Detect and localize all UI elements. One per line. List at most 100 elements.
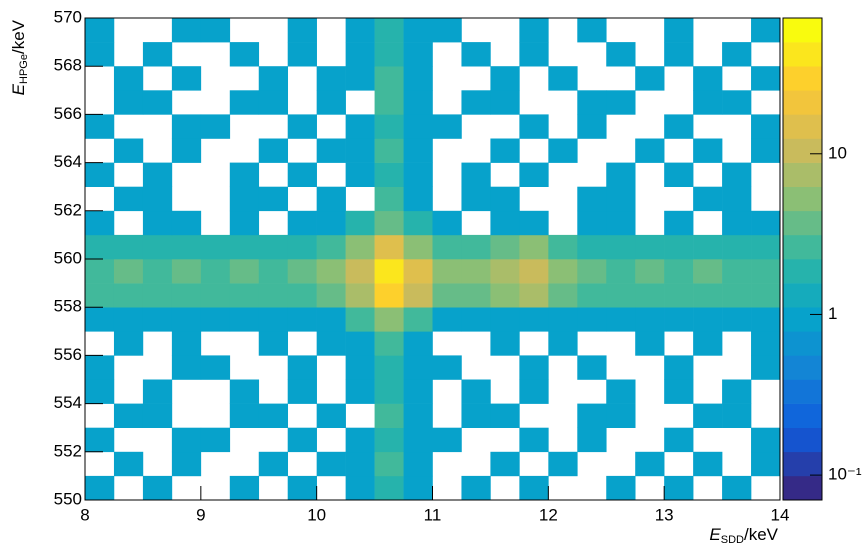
heatmap-cell <box>519 259 549 284</box>
heatmap-cell <box>433 452 462 476</box>
heatmap-cell <box>751 259 781 284</box>
y-tick-label: 552 <box>54 441 82 460</box>
heatmap-cell <box>374 451 404 477</box>
heatmap-cell <box>461 186 491 212</box>
heatmap-cell <box>635 187 664 211</box>
heatmap-cell <box>142 283 173 308</box>
heatmap-cell <box>258 90 289 115</box>
heatmap-cell <box>229 307 260 332</box>
heatmap-cell <box>403 138 433 163</box>
heatmap-cell <box>258 307 289 332</box>
heatmap-cell <box>693 380 722 404</box>
heatmap-cell <box>345 331 375 356</box>
heatmap-cell <box>722 90 752 115</box>
heatmap-cell <box>142 307 173 332</box>
heatmap-cell <box>317 42 346 66</box>
heatmap-cell <box>316 403 346 428</box>
heatmap-cell <box>259 114 288 138</box>
heatmap-cell <box>374 355 404 380</box>
heatmap-cell <box>606 379 636 404</box>
heatmap-cell <box>403 379 433 404</box>
heatmap-cell <box>230 18 259 42</box>
heatmap-cell <box>490 403 520 428</box>
heatmap-cell <box>171 307 202 332</box>
heatmap-cell <box>345 18 375 43</box>
heatmap-cell <box>288 139 317 163</box>
heatmap-cell <box>345 234 375 260</box>
heatmap-cell <box>172 380 201 404</box>
heatmap-cell <box>577 114 607 139</box>
heatmap-cell <box>548 114 577 138</box>
heatmap-cell <box>113 90 144 115</box>
heatmap-cell <box>722 18 751 42</box>
heatmap-cell <box>143 18 172 42</box>
heatmap-cell <box>722 210 752 236</box>
heatmap-cell <box>548 451 578 477</box>
heatmap-cell <box>287 42 317 67</box>
heatmap-cell <box>461 355 490 379</box>
heatmap-cell <box>345 162 375 187</box>
heatmap-cell <box>606 162 636 187</box>
heatmap-cell <box>374 90 404 115</box>
heatmap-cell <box>433 42 462 66</box>
heatmap-cell <box>432 210 462 236</box>
heatmap-cell <box>519 307 549 332</box>
y-tick-label: 556 <box>54 345 82 364</box>
heatmap-cell <box>259 18 288 42</box>
heatmap-cell <box>722 428 751 452</box>
heatmap-cell <box>693 211 722 235</box>
heatmap-cell <box>258 331 289 356</box>
heatmap-cell <box>461 66 490 90</box>
heatmap-cell <box>316 234 346 260</box>
heatmap-cell <box>113 331 144 356</box>
heatmap-cell <box>85 187 114 211</box>
y-tick-label: 550 <box>54 489 82 508</box>
heatmap-cell <box>171 331 202 356</box>
heatmap-cell <box>345 42 375 67</box>
heatmap-cell <box>490 451 520 477</box>
heatmap-cell <box>171 355 202 380</box>
heatmap-cell <box>171 210 202 236</box>
heatmap-cell <box>519 283 549 308</box>
heatmap-cell <box>288 187 317 211</box>
heatmap-cell <box>693 355 722 379</box>
heatmap-cell <box>635 404 664 428</box>
heatmap-cell <box>693 18 722 42</box>
heatmap-cell <box>548 283 578 308</box>
heatmap-cell <box>142 379 173 404</box>
heatmap-cell <box>577 234 607 260</box>
heatmap-cell <box>577 355 607 380</box>
heatmap-cell <box>606 283 636 308</box>
heatmap-cell <box>548 138 578 163</box>
heatmap-cell <box>722 355 751 379</box>
heatmap-cell <box>403 66 433 91</box>
heatmap-cell <box>693 476 722 500</box>
heatmap-cell <box>606 475 636 501</box>
heatmap-cell <box>374 331 404 356</box>
heatmap-cell <box>316 451 346 477</box>
heatmap-cell <box>229 162 260 187</box>
heatmap-cell <box>635 66 665 91</box>
heatmap-cell <box>288 331 317 355</box>
heatmap-cell <box>287 210 317 236</box>
heatmap-cell <box>577 380 606 404</box>
heatmap-cell <box>316 283 346 308</box>
heatmap-cell <box>171 66 202 91</box>
heatmap-cell <box>258 234 289 260</box>
colorbar-band <box>783 42 822 67</box>
heatmap-cell <box>461 18 490 42</box>
heatmap-cell <box>751 234 781 260</box>
heatmap-cell <box>172 476 201 500</box>
heatmap-cell <box>577 259 607 284</box>
heatmap-cell <box>316 259 346 284</box>
heatmap-cell <box>258 186 289 212</box>
heatmap-cell <box>201 90 230 114</box>
heatmap-cell <box>490 234 520 260</box>
heatmap-cell <box>200 307 231 332</box>
x-tick-label: 13 <box>655 505 674 524</box>
heatmap-cell <box>693 163 722 187</box>
heatmap-cell <box>113 259 144 284</box>
heatmap-cell <box>751 451 781 477</box>
heatmap-cell <box>548 331 578 356</box>
heatmap-cell <box>143 139 172 163</box>
